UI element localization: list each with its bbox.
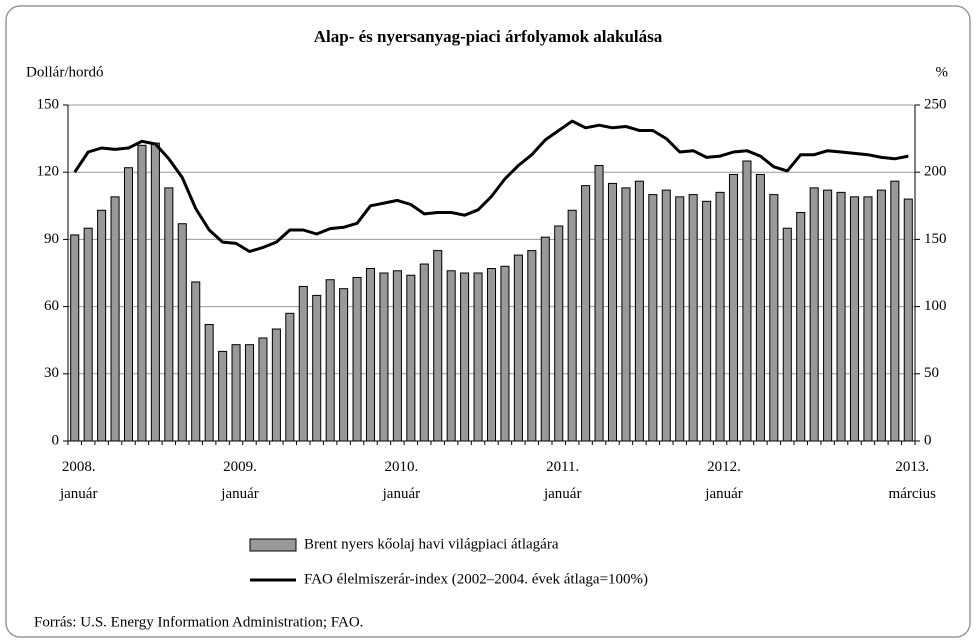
legend-label: Brent nyers kőolaj havi világpiaci átlag… [304,536,559,552]
x-tick-label: 2013. március [888,459,937,502]
bar [392,270,402,442]
bar [728,173,739,442]
y-tick-label: 120 [37,164,60,180]
bar [903,198,913,442]
y-axis-label: Dollár/hordó [26,64,103,80]
bar [702,200,712,442]
bar [473,272,483,442]
bar [890,180,900,442]
bar [325,279,335,442]
bar [554,225,564,442]
bar [110,196,120,442]
legend-label: FAO élelmiszerár-index (2002–2004. évek … [304,571,648,587]
bar [83,227,93,442]
bar [513,254,523,442]
bar [607,182,618,442]
bar [352,276,362,442]
bar [594,164,604,442]
bar [339,288,349,442]
bar [204,324,214,442]
y-tick-label: 150 [37,96,60,112]
x-tick-label: 2008. január [59,459,98,502]
bar [540,236,550,442]
y-tick-label: 0 [52,432,60,448]
bar [661,189,671,442]
bar [836,191,846,442]
bar [755,173,765,442]
y2-tick-label: 0 [924,432,932,448]
bar [742,160,752,442]
bar [796,212,806,442]
y2-tick-label: 250 [924,96,947,112]
y2-axis-label: % [936,64,949,80]
bar [849,196,860,442]
bar [406,274,416,442]
bar [567,209,577,442]
bar [97,209,107,442]
y-tick-label: 30 [44,365,59,381]
bar [271,328,281,442]
bar [164,187,174,442]
bar [675,196,685,442]
x-tick-label: 2009. január [221,459,259,502]
y2-tick-label: 50 [924,365,939,381]
bar [379,272,389,442]
y2-tick-label: 100 [924,298,947,314]
bar [688,194,698,442]
bar [648,194,658,442]
bar [769,194,779,442]
bar [500,265,510,442]
bar [123,167,134,442]
bar [446,270,456,442]
bar [527,250,537,442]
y-tick-label: 60 [44,298,59,314]
x-tick-label: 2011. január [543,459,582,502]
y-tick-label: 90 [44,231,59,247]
bar [365,268,376,442]
bar [258,337,268,442]
legend-swatch [249,538,297,552]
x-tick-label: 2010. január [382,459,421,502]
bar [312,294,322,442]
bar [782,227,792,442]
bar [244,344,255,442]
source: Forrás: U.S. Energy Information Administ… [34,614,363,630]
bar [285,312,295,442]
bar [137,144,147,442]
bar [876,189,886,442]
bar [460,272,470,442]
bar [298,285,308,442]
bar [150,142,160,442]
bar [715,191,725,442]
y2-tick-label: 200 [924,164,947,180]
bar [863,196,873,442]
bar [581,185,591,442]
bar [177,223,187,442]
bar [823,189,833,442]
bar [70,234,80,442]
bar [191,281,201,442]
bar [809,187,819,442]
bar [218,350,228,442]
bar [634,180,644,442]
chart-title: Alap- és nyersanyag-piaci árfolyamok ala… [314,27,663,46]
bar [433,250,443,442]
x-tick-label: 2012. január [705,459,743,502]
bar [419,263,429,442]
bar [486,268,497,442]
y2-tick-label: 150 [924,231,947,247]
line [73,119,909,253]
bar [621,187,631,442]
bar [231,344,241,442]
